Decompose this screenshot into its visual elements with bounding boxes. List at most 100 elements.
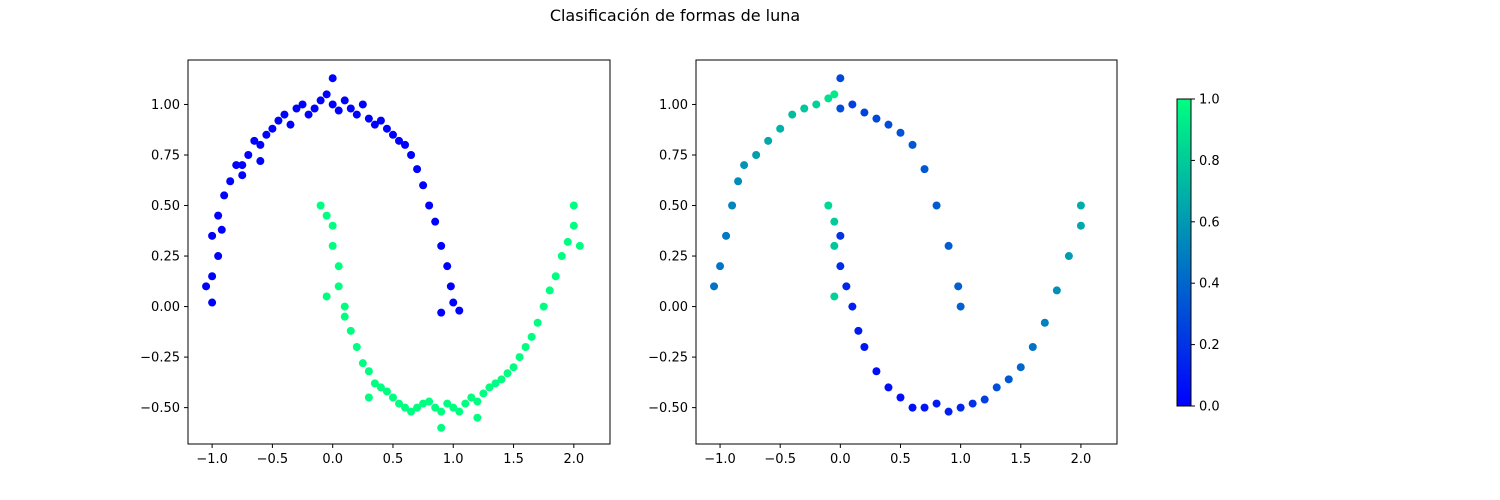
scatter-point (954, 282, 963, 291)
scatter-point (425, 397, 434, 406)
scatter-point (545, 286, 554, 295)
plot-frame (695, 59, 1118, 445)
scatter-point (364, 393, 373, 402)
colorbar-tick-label: 0.4 (1199, 277, 1220, 292)
scatter-points (710, 74, 1085, 416)
scatter-point (431, 403, 440, 412)
scatter-point (842, 282, 851, 291)
scatter-point (388, 130, 397, 139)
y-tick-label: 0.25 (151, 250, 180, 265)
x-tick-label: 2.0 (563, 452, 584, 467)
scatter-points (202, 74, 584, 432)
scatter-point (250, 136, 259, 145)
scatter-point (563, 237, 572, 246)
scatter-point (479, 389, 488, 398)
scatter-point (346, 326, 355, 335)
scatter-point (443, 399, 452, 408)
scatter-point (812, 100, 821, 109)
scatter-point (395, 136, 403, 145)
x-tick-label: 0.5 (383, 452, 404, 467)
scatter-point (908, 403, 917, 412)
scatter-point (467, 393, 476, 402)
scatter-point (872, 367, 881, 376)
y-tick-label: 0.50 (659, 199, 688, 214)
scatter-point (449, 403, 458, 412)
scatter-point (382, 387, 391, 396)
scatter-point (334, 282, 343, 291)
scatter-point (920, 403, 929, 412)
scatter-point (1004, 375, 1013, 384)
scatter-point (830, 90, 839, 99)
scatter-point (431, 217, 440, 226)
scatter-point (716, 262, 725, 271)
scatter-point (322, 90, 331, 99)
scatter-point (473, 397, 482, 406)
scatter-point (446, 282, 455, 291)
scatter-point (836, 104, 845, 113)
x-tick-label: −0.5 (257, 452, 289, 467)
scatter-point (896, 393, 905, 402)
colorbar-tick-label: 0.6 (1199, 215, 1220, 230)
scatter-point (256, 157, 265, 166)
scatter-point (932, 399, 941, 408)
scatter-point (788, 110, 797, 119)
scatter-point (395, 399, 403, 408)
scatter-point (836, 231, 845, 240)
x-tick-label: 0.0 (322, 452, 343, 467)
y-tick-label: 0.00 (151, 300, 180, 315)
scatter-point (328, 221, 337, 230)
x-tick-label: 1.0 (950, 452, 971, 467)
scatter-point (836, 74, 845, 83)
scatter-point (238, 171, 247, 180)
scatter-point (262, 130, 271, 139)
scatter-point (836, 262, 845, 271)
scatter-point (539, 302, 548, 311)
y-tick-label: 1.00 (151, 98, 180, 113)
scatter-point (860, 342, 869, 351)
scatter-point (740, 161, 749, 170)
figure-title: Clasificación de formas de luna (549, 6, 801, 25)
scatter-point (734, 177, 743, 186)
y-tick-label: 1.00 (659, 98, 688, 113)
scatter-point (860, 108, 869, 117)
scatter-point (521, 342, 530, 351)
colorbar: 0.0 0.2 0.4 0.6 0.8 1.0 (1176, 93, 1220, 415)
scatter-point (202, 282, 211, 291)
scatter-point (413, 403, 422, 412)
scatter-point (830, 241, 839, 250)
x-tick-label: 1.5 (503, 452, 524, 467)
scatter-point (569, 201, 578, 210)
scatter-point (419, 181, 428, 190)
scatter-point (509, 363, 518, 372)
scatter-point (776, 124, 785, 133)
x-tick-label: −1.0 (704, 452, 736, 467)
scatter-point (244, 150, 253, 159)
right-plot: −1.0 −0.5 0.0 0.5 1.0 1.5 2.0 −0.50 −0.25 0.00 0.2… (648, 59, 1118, 467)
scatter-point (346, 104, 355, 113)
y-tick-label: −0.25 (648, 351, 688, 366)
scatter-point (752, 150, 761, 159)
scatter-point (340, 312, 349, 321)
scatter-point (425, 201, 434, 210)
scatter-point (316, 96, 325, 105)
scatter-point (310, 104, 319, 113)
scatter-point (710, 282, 719, 291)
scatter-point (370, 120, 379, 129)
scatter-point (268, 124, 277, 133)
y-tick-label: −0.50 (648, 401, 688, 416)
scatter-point (992, 383, 1001, 392)
scatter-point (1028, 342, 1037, 351)
scatter-point (896, 128, 905, 137)
scatter-point (328, 74, 337, 83)
scatter-point (920, 165, 929, 174)
scatter-point (364, 367, 373, 376)
scatter-point (292, 104, 301, 113)
scatter-point (461, 399, 470, 408)
scatter-point (1076, 221, 1085, 230)
scatter-point (1052, 286, 1061, 295)
scatter-point (352, 342, 361, 351)
scatter-point (515, 353, 524, 362)
scatter-point (358, 100, 367, 109)
scatter-point (722, 231, 731, 240)
